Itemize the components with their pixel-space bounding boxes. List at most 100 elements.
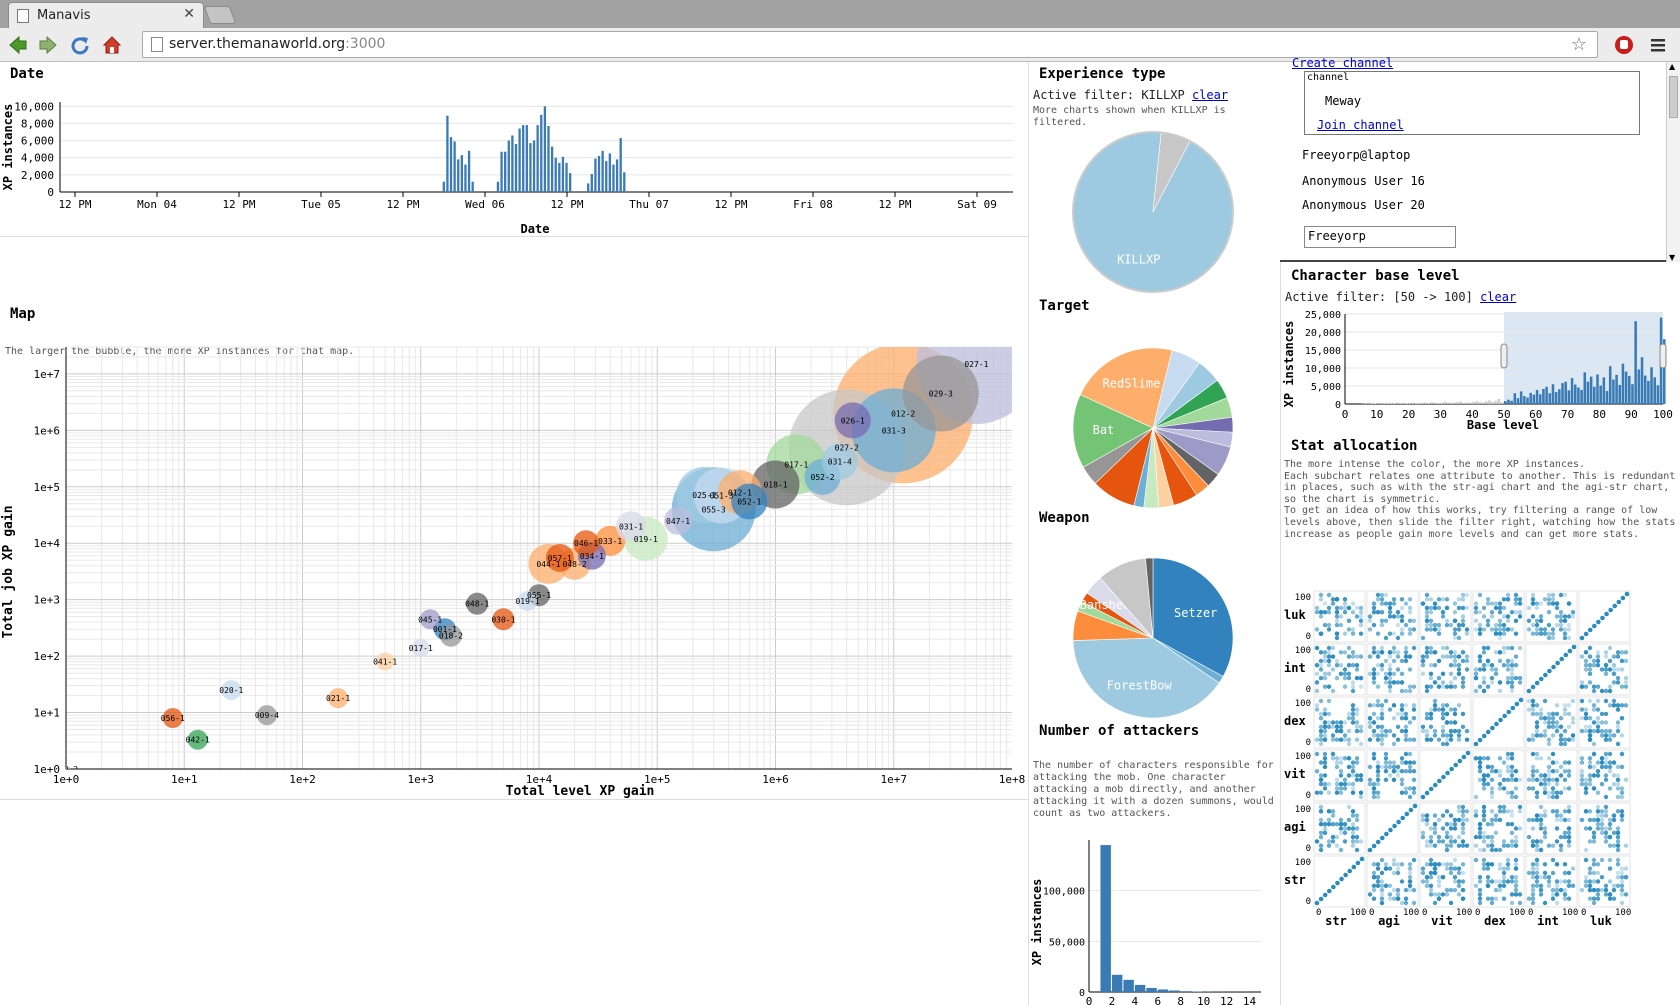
stat-dot xyxy=(1379,650,1385,655)
stat-dot xyxy=(1436,658,1442,664)
base-clear-link[interactable]: clear xyxy=(1480,290,1517,304)
stat-dot xyxy=(1603,826,1609,831)
reload-icon[interactable] xyxy=(68,33,92,57)
stat-dot xyxy=(1379,618,1385,623)
target-title: Target xyxy=(1039,298,1090,314)
stat-dot xyxy=(1436,839,1442,844)
extension-stop-icon[interactable] xyxy=(1612,33,1636,57)
chat-scrollbar[interactable]: ▲ ▼ xyxy=(1666,62,1680,262)
join-channel-link[interactable]: Join channel xyxy=(1317,118,1404,132)
map-chart[interactable]: 1e+0 1e+1 1e+2 1e+3 1e+4 1e+5 1e+6 1e+7 1e+81e+0… xyxy=(0,236,1028,799)
stat-dot xyxy=(1314,627,1320,632)
stat-dot xyxy=(1314,900,1320,906)
stat-dot xyxy=(1530,896,1536,901)
close-tab-icon[interactable]: ✕ xyxy=(183,6,195,22)
home-icon[interactable] xyxy=(100,33,124,57)
stat-dot xyxy=(1383,756,1389,761)
stat-dot xyxy=(1436,737,1442,742)
back-icon[interactable] xyxy=(6,33,30,57)
scrollbar-thumb[interactable] xyxy=(1669,76,1678,118)
stat-dot xyxy=(1550,635,1556,641)
stat-dot xyxy=(1530,817,1536,823)
scroll-up-icon[interactable]: ▲ xyxy=(1669,62,1676,71)
experience-clear-link[interactable]: clear xyxy=(1191,88,1229,102)
stat-dot xyxy=(1542,631,1548,636)
stat-dot xyxy=(1395,764,1401,770)
stat-dot xyxy=(1530,843,1536,848)
address-bar[interactable]: server.themanaworld.org:3000 ☆ xyxy=(142,31,1598,58)
stat-dot xyxy=(1505,663,1511,668)
bookmark-star-icon[interactable]: ☆ xyxy=(1570,34,1587,55)
base-bar xyxy=(1653,377,1657,404)
date-title: Date xyxy=(10,66,44,82)
stat-dot xyxy=(1497,862,1503,867)
create-channel-link[interactable]: Create channel xyxy=(1292,56,1394,70)
stat-dot xyxy=(1566,834,1572,840)
stat-dot xyxy=(1542,733,1548,738)
stat-dot xyxy=(1624,591,1630,597)
date-x-tick: 12 PM xyxy=(714,198,747,211)
stat-dot xyxy=(1407,794,1413,800)
stat-dot xyxy=(1383,883,1389,888)
stat-dot xyxy=(1391,650,1397,655)
stat-dot xyxy=(1595,720,1601,725)
stat-dot xyxy=(1530,707,1536,712)
stat-matrix[interactable]: luk1000int1000dex1000vit1000agi1000str10… xyxy=(1281,432,1680,1005)
stat-dot xyxy=(1566,760,1572,765)
map-bubble xyxy=(731,483,768,520)
map-bubble-label: 034-1 xyxy=(580,552,604,561)
stat-dot xyxy=(1595,870,1601,876)
stat-dot xyxy=(1554,883,1560,888)
stat-dot xyxy=(1583,658,1589,664)
stat-dot xyxy=(1595,813,1601,818)
stat-dot xyxy=(1395,680,1401,685)
forward-icon[interactable] xyxy=(36,33,60,57)
map-x-tick: 1e+8 xyxy=(999,773,1026,786)
stat-dot xyxy=(1326,711,1332,717)
tab-manavis[interactable]: Manavis ✕ xyxy=(8,2,204,28)
stat-dot xyxy=(1403,786,1409,791)
stat-dot xyxy=(1505,667,1511,672)
base-bar xyxy=(1402,402,1405,404)
map-bubble-label: 056-1 xyxy=(161,714,185,723)
stat-dot xyxy=(1432,830,1438,835)
experience-pie[interactable]: KILLXP xyxy=(1029,62,1280,298)
stat-dot xyxy=(1371,728,1377,734)
stat-dot xyxy=(1444,605,1450,611)
stat-dot xyxy=(1538,822,1544,827)
stat-dot xyxy=(1358,618,1364,623)
base-x-tick: 100 xyxy=(1653,408,1673,421)
stat-dot xyxy=(1448,733,1454,738)
stat-dot xyxy=(1460,870,1466,876)
stat-dot xyxy=(1615,781,1621,787)
map-bubble-label: 031-1 xyxy=(619,522,643,531)
target-slice xyxy=(1072,394,1154,468)
stat-dot xyxy=(1562,614,1568,619)
att-bar xyxy=(1169,990,1180,992)
stat-dot xyxy=(1318,724,1324,729)
stat-dot xyxy=(1350,684,1356,689)
stat-dot xyxy=(1538,817,1544,823)
stat-dot xyxy=(1424,716,1430,721)
chat-name-input[interactable]: Freeyorp xyxy=(1304,226,1456,248)
stat-tick: 0 xyxy=(1306,844,1311,854)
new-tab-button[interactable] xyxy=(203,6,237,24)
target-slice-label: Bat xyxy=(1093,423,1115,437)
stat-dot xyxy=(1346,618,1352,623)
map-x-tick: 1e+7 xyxy=(881,773,908,786)
menu-icon[interactable] xyxy=(1646,33,1670,57)
stat-dot xyxy=(1505,680,1511,685)
stat-dot xyxy=(1587,777,1593,782)
stat-dot xyxy=(1322,650,1328,655)
stat-dot xyxy=(1456,733,1462,738)
stat-dot xyxy=(1554,781,1560,787)
scroll-down-icon[interactable]: ▼ xyxy=(1669,253,1676,262)
stat-dot xyxy=(1322,684,1328,689)
stat-dot xyxy=(1538,822,1544,827)
stat-dot xyxy=(1587,764,1593,770)
